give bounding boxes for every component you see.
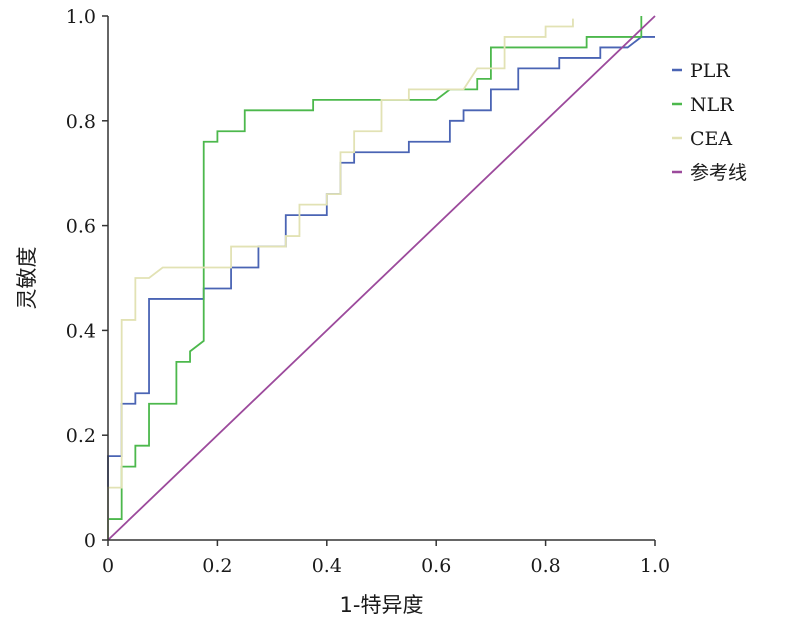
y-tick-label: 0.4 bbox=[66, 320, 96, 342]
legend-label: CEA bbox=[690, 128, 732, 150]
legend-label: NLR bbox=[690, 94, 734, 116]
y-axis-title: 灵敏度 bbox=[15, 247, 39, 310]
x-tick-label: 0 bbox=[102, 555, 114, 577]
series-line-4 bbox=[107, 15, 656, 541]
x-ticks: 0 0.2 0.4 0.6 0.8 1.0 bbox=[102, 540, 670, 577]
x-tick-label: 1.0 bbox=[640, 555, 670, 577]
y-ticks: 0 0.2 0.4 0.6 0.8 1.0 bbox=[66, 6, 108, 552]
legend: PLR NLR CEA 参考线 bbox=[672, 60, 747, 184]
x-tick-label: 0.2 bbox=[202, 555, 232, 577]
y-tick-label: 0 bbox=[84, 530, 96, 552]
series-line-2 bbox=[107, 16, 643, 540]
legend-label: PLR bbox=[690, 60, 730, 82]
x-axis-title: 1-特异度 bbox=[340, 593, 424, 617]
plot-area bbox=[107, 15, 656, 541]
y-tick-label: 1.0 bbox=[66, 6, 96, 28]
y-tick-label: 0.2 bbox=[66, 425, 96, 447]
series-line-3 bbox=[107, 18, 574, 540]
x-tick-label: 0.6 bbox=[421, 555, 451, 577]
y-tick-label: 0.8 bbox=[66, 111, 96, 133]
axes bbox=[107, 16, 655, 541]
y-tick-label: 0.6 bbox=[66, 216, 96, 238]
x-tick-label: 0.4 bbox=[312, 555, 342, 577]
legend-label: 参考线 bbox=[690, 162, 747, 184]
x-tick-label: 0.8 bbox=[530, 555, 560, 577]
